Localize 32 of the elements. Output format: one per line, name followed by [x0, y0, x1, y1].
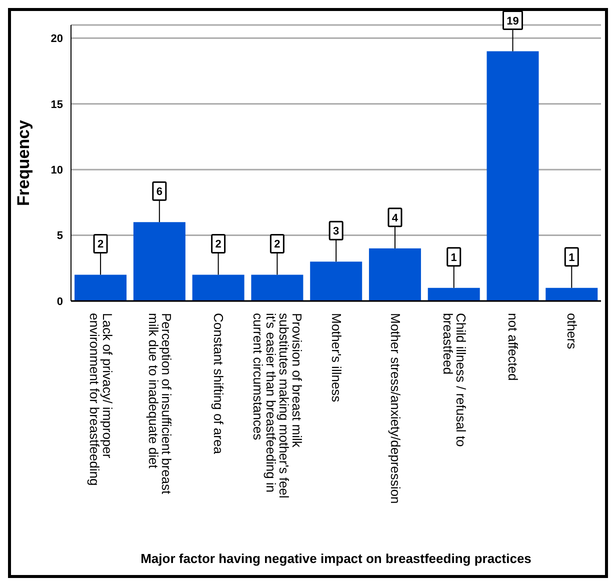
y-tick-label: 5 [56, 230, 63, 242]
bar [428, 288, 480, 301]
data-label: 2 [215, 238, 222, 251]
y-tick-label: 10 [50, 164, 63, 176]
x-tick-label: Constant shifting of area [211, 313, 226, 455]
bar [251, 274, 304, 301]
x-tick-label: not affected [506, 313, 521, 381]
x-tick-label: Child illness / refusal to breastfeed [440, 313, 468, 447]
bar [192, 274, 244, 301]
data-label: 6 [156, 186, 162, 198]
bar [310, 262, 362, 301]
bar [74, 274, 127, 301]
bar [133, 222, 186, 301]
bar [546, 288, 598, 301]
x-tick-label: others [564, 313, 580, 350]
data-label: 1 [450, 252, 457, 264]
data-label: 2 [97, 238, 104, 251]
data-label: 2 [274, 238, 280, 251]
x-tick-label: Mother stress/anxiety/depression [388, 313, 403, 504]
bar [368, 248, 421, 301]
x-axis-title: Major factor having negative impact on breastfeeding practices [140, 551, 532, 566]
y-tick-label: 20 [50, 33, 63, 46]
data-label: 4 [392, 212, 399, 224]
y-tick-label: 15 [50, 98, 63, 111]
y-tick-label: 0 [56, 296, 63, 308]
data-label: 3 [333, 226, 340, 238]
data-label: 19 [506, 15, 519, 28]
x-tick-label: Mother's illness [329, 313, 344, 403]
bar [486, 51, 539, 301]
x-tick-label: Lack of privacy/ improper environment for breastfeeding [86, 313, 115, 486]
y-axis-title: Frequency [14, 119, 34, 206]
data-label: 1 [568, 252, 575, 264]
